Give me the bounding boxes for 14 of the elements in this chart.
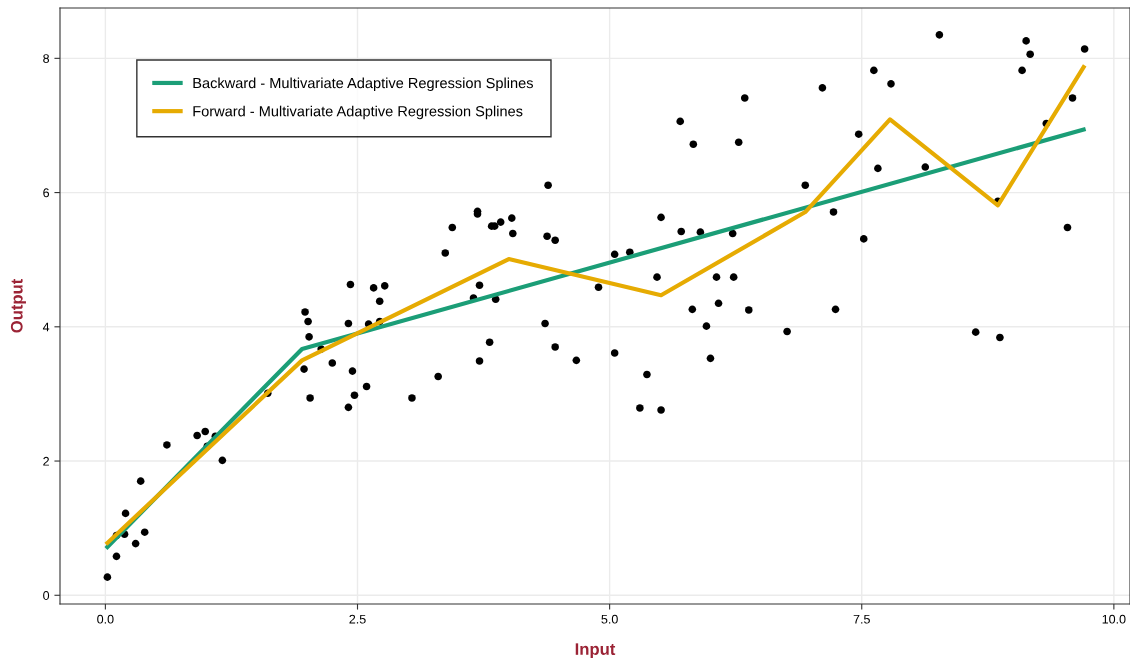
y-tick-label: 0 — [43, 591, 50, 600]
y-tick-label: 2 — [43, 456, 49, 466]
x-axis-title: Input — [575, 643, 616, 658]
x-tick-label: 2.5 — [349, 614, 366, 624]
y-tick-label: 8 — [43, 54, 50, 63]
y-tick-label: 6 — [43, 188, 50, 198]
legend-label: Backward - Multivariate Adaptive Regression Splines — [193, 77, 533, 92]
x-tick-label: 5.0 — [601, 614, 618, 624]
x-tick-label: 0.0 — [97, 614, 114, 624]
y-axis-title: Output — [10, 278, 26, 333]
x-tick-label: 7.5 — [853, 614, 870, 624]
legend-label: Forward - Multivariate Adaptive Regression Splines — [193, 105, 523, 120]
y-tick-label: 4 — [42, 322, 50, 332]
x-tick-label: 10.0 — [1102, 614, 1126, 624]
